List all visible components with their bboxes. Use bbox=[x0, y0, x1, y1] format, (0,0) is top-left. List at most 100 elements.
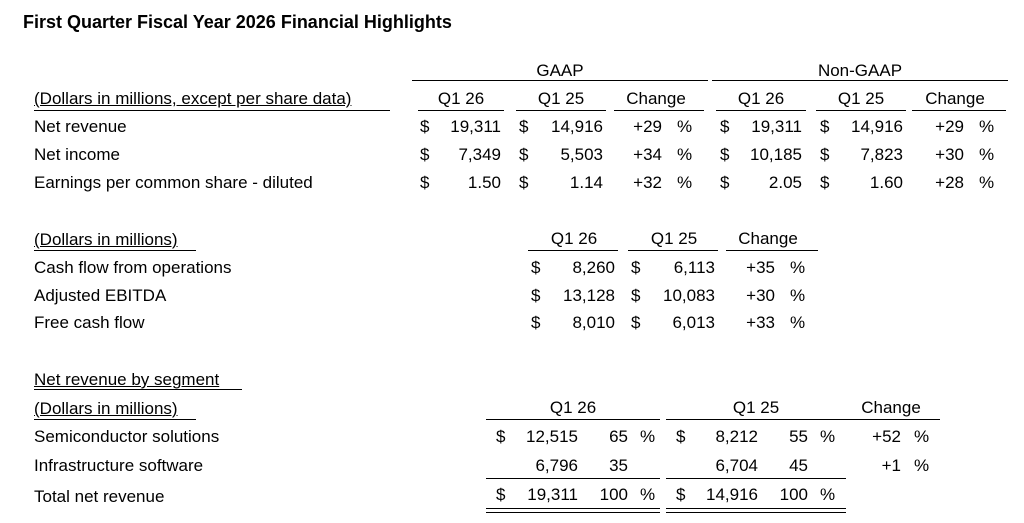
q1-26-total: 19,311 bbox=[527, 485, 578, 504]
gaap-header-rule bbox=[412, 80, 708, 81]
col-rule bbox=[666, 419, 846, 420]
col-header-gaap-change: Change bbox=[626, 89, 686, 108]
percent-sign: % bbox=[979, 117, 995, 136]
currency-symbol: $ bbox=[820, 145, 830, 164]
q1-25-total: 14,916 bbox=[706, 485, 758, 504]
total-double-rule bbox=[666, 508, 846, 513]
row-label: Semiconductor solutions bbox=[34, 427, 220, 446]
row-label: Net revenue bbox=[34, 117, 127, 136]
nongaap-header-rule bbox=[712, 80, 1008, 81]
q1-25-share: 55 bbox=[789, 427, 808, 446]
col-header-nongaap-q1-25: Q1 25 bbox=[837, 89, 885, 108]
gaap-q1-26-value: 1.50 bbox=[467, 173, 501, 192]
q1-25-value: 6,704 bbox=[715, 456, 758, 475]
gaap-change-value: +34 bbox=[633, 145, 662, 164]
currency-symbol: $ bbox=[420, 145, 430, 164]
row-label: Free cash flow bbox=[34, 313, 145, 332]
currency-symbol: $ bbox=[519, 145, 529, 164]
col-rule bbox=[528, 250, 618, 251]
row-label: Earnings per common share - diluted bbox=[34, 173, 313, 192]
gaap-q1-26-value: 19,311 bbox=[450, 117, 501, 136]
col-rule bbox=[716, 110, 806, 111]
percent-sign: % bbox=[677, 117, 693, 136]
currency-symbol: $ bbox=[531, 258, 541, 277]
gaap-change-value: +32 bbox=[633, 173, 662, 192]
total-double-rule bbox=[486, 508, 660, 513]
q1-25-value: 6,113 bbox=[673, 258, 715, 277]
caption-rule bbox=[34, 110, 390, 111]
col-rule bbox=[628, 250, 718, 251]
gaap-q1-25-value: 1.14 bbox=[569, 173, 603, 192]
col-header-q1-25: Q1 25 bbox=[650, 229, 698, 248]
col-header-q1-25: Q1 25 bbox=[732, 398, 780, 417]
currency-symbol: $ bbox=[820, 117, 830, 136]
q1-26-share: 65 bbox=[609, 427, 628, 446]
currency-symbol: $ bbox=[420, 117, 430, 136]
col-header-q1-26: Q1 26 bbox=[550, 229, 598, 248]
col-header-change: Change bbox=[861, 398, 921, 417]
currency-symbol: $ bbox=[820, 173, 830, 192]
col-rule bbox=[846, 419, 940, 420]
col-header-gaap-q1-25: Q1 25 bbox=[537, 89, 585, 108]
currency-symbol: $ bbox=[631, 258, 641, 277]
col-rule bbox=[614, 110, 704, 111]
currency-symbol: $ bbox=[720, 145, 730, 164]
currency-symbol: $ bbox=[631, 286, 641, 305]
currency-symbol: $ bbox=[496, 427, 506, 446]
q1-26-value: 6,796 bbox=[535, 456, 578, 475]
currency-symbol: $ bbox=[496, 485, 506, 504]
percent-sign: % bbox=[820, 485, 836, 504]
caption-rule bbox=[34, 419, 196, 420]
gaap-change-value: +29 bbox=[633, 117, 662, 136]
col-rule bbox=[418, 110, 504, 111]
percent-sign: % bbox=[640, 485, 656, 504]
percent-sign: % bbox=[979, 145, 995, 164]
row-label: Total net revenue bbox=[34, 487, 165, 506]
nongaap-change-value: +30 bbox=[935, 145, 964, 164]
row-label: Net income bbox=[34, 145, 120, 164]
percent-sign: % bbox=[677, 145, 693, 164]
col-rule bbox=[816, 110, 906, 111]
currency-symbol: $ bbox=[531, 313, 541, 332]
currency-symbol: $ bbox=[720, 173, 730, 192]
percent-sign: % bbox=[640, 427, 656, 446]
currency-symbol: $ bbox=[531, 286, 541, 305]
col-header-change: Change bbox=[738, 229, 798, 248]
col-rule bbox=[726, 250, 818, 251]
currency-symbol: $ bbox=[519, 173, 529, 192]
currency-symbol: $ bbox=[519, 117, 529, 136]
table-caption: (Dollars in millions) bbox=[34, 399, 178, 418]
nongaap-q1-25-value: 14,916 bbox=[851, 117, 903, 136]
q1-25-value: 8,212 bbox=[715, 427, 758, 446]
gaap-group-header: GAAP bbox=[536, 61, 584, 80]
nongaap-q1-25-value: 1.60 bbox=[869, 173, 903, 192]
q1-25-share: 100 bbox=[779, 485, 808, 504]
currency-symbol: $ bbox=[676, 485, 686, 504]
gaap-q1-25-value: 5,503 bbox=[560, 145, 603, 164]
q1-25-value: 6,013 bbox=[672, 313, 715, 332]
currency-symbol: $ bbox=[720, 117, 730, 136]
percent-sign: % bbox=[790, 258, 806, 277]
table-caption: (Dollars in millions) bbox=[34, 230, 178, 249]
section-heading: Net revenue by segment bbox=[34, 370, 220, 389]
nongaap-change-value: +29 bbox=[935, 117, 964, 136]
q1-26-value: 12,515 bbox=[526, 427, 578, 446]
percent-sign: % bbox=[914, 427, 930, 446]
nongaap-q1-26-value: 2.05 bbox=[768, 173, 802, 192]
caption-rule bbox=[34, 250, 196, 251]
q1-26-share: 35 bbox=[609, 456, 628, 475]
q1-26-value: 8,010 bbox=[572, 313, 615, 332]
percent-sign: % bbox=[790, 286, 806, 305]
row-label: Cash flow from operations bbox=[34, 258, 232, 277]
change-value: +1 bbox=[881, 456, 901, 475]
table-caption: (Dollars in millions, except per share d… bbox=[34, 89, 352, 108]
subtotal-rule bbox=[486, 478, 660, 479]
row-label: Infrastructure software bbox=[34, 456, 204, 475]
col-rule bbox=[912, 110, 1006, 111]
nongaap-q1-26-value: 10,185 bbox=[750, 145, 802, 164]
col-header-nongaap-q1-26: Q1 26 bbox=[737, 89, 785, 108]
change-value: +30 bbox=[746, 286, 775, 305]
currency-symbol: $ bbox=[631, 313, 641, 332]
change-value: +52 bbox=[872, 427, 901, 446]
heading-rule bbox=[34, 389, 242, 390]
